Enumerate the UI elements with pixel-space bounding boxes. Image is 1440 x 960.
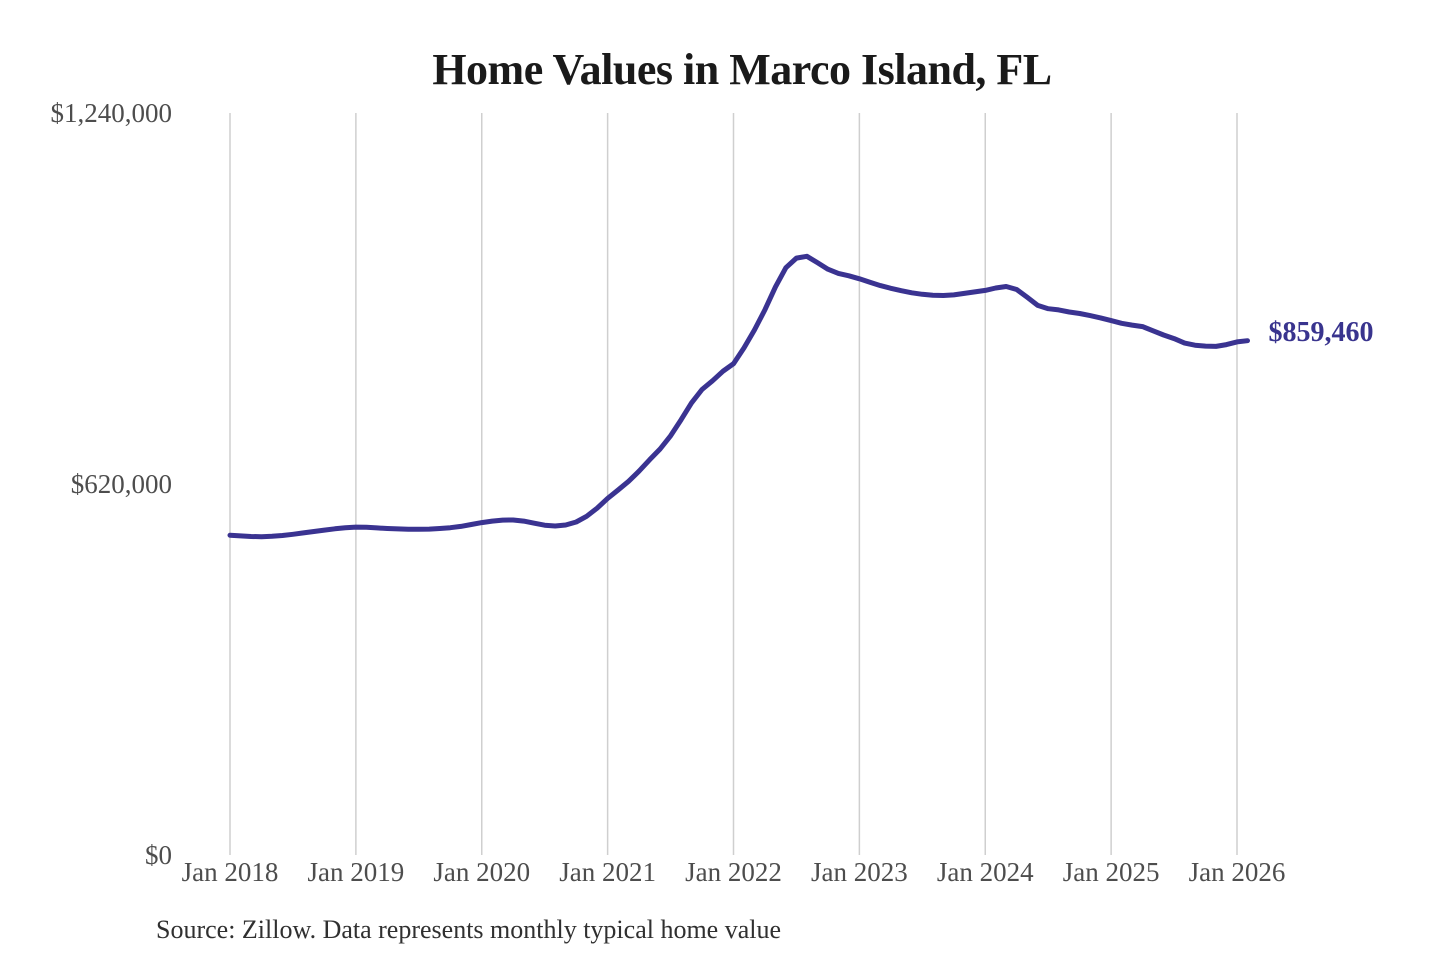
x-tick-label: Jan 2020 [433, 857, 531, 887]
x-tick-label: Jan 2025 [1062, 857, 1160, 887]
x-tick-label: Jan 2021 [559, 857, 656, 887]
home-value-line [227, 253, 1250, 540]
x-tick-label: Jan 2019 [307, 857, 405, 887]
y-tick-label: $620,000 [70, 469, 172, 499]
x-tick-label: Jan 2022 [685, 857, 782, 887]
x-tick-label: Jan 2024 [936, 857, 1034, 887]
y-tick-label: $1,240,000 [50, 98, 173, 128]
x-tick-label: Jan 2018 [181, 857, 279, 887]
x-tick-label: Jan 2023 [811, 857, 908, 887]
latest-value-label: $859,460 [1268, 316, 1374, 348]
source-note: Source: Zillow. Data represents monthly … [156, 915, 782, 944]
y-tick-label: $0 [145, 840, 172, 870]
x-tick-label: Jan 2026 [1188, 857, 1286, 887]
chart-title: Home Values in Marco Island, FL [432, 45, 1052, 94]
